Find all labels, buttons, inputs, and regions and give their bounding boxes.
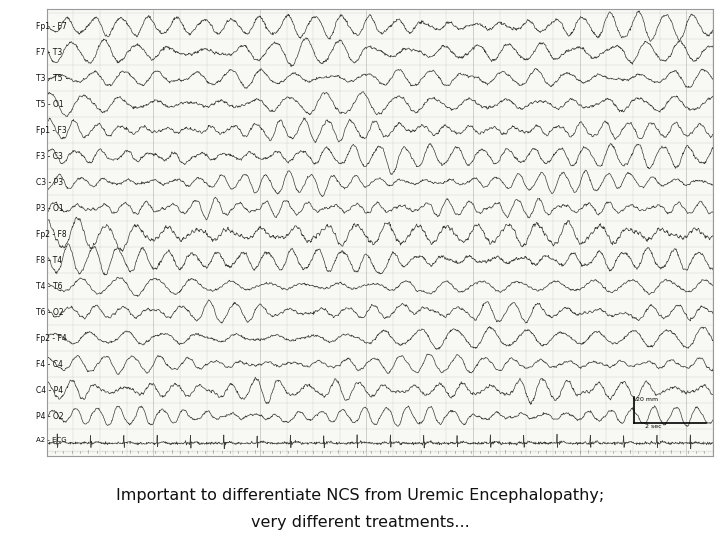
Text: Fp2 - F4: Fp2 - F4 — [37, 334, 67, 342]
Text: T3 - T5: T3 - T5 — [37, 73, 63, 83]
Text: T4 - T6: T4 - T6 — [37, 281, 63, 291]
Text: Fp2 - F8: Fp2 - F8 — [37, 230, 67, 239]
Text: Fp1 - F3: Fp1 - F3 — [37, 126, 67, 134]
Text: T5 - O1: T5 - O1 — [37, 99, 64, 109]
Text: A2 - ECG: A2 - ECG — [37, 437, 67, 443]
Text: very different treatments...: very different treatments... — [251, 515, 469, 530]
Text: Fp1 - F7: Fp1 - F7 — [37, 22, 67, 31]
Text: 2 sec: 2 sec — [644, 424, 661, 429]
Text: T6 - O2: T6 - O2 — [37, 307, 64, 316]
Text: P3 - O1: P3 - O1 — [37, 204, 64, 213]
Text: F3 - C3: F3 - C3 — [37, 152, 63, 160]
Text: F4 - C4: F4 - C4 — [37, 360, 63, 368]
Text: 20 mm: 20 mm — [636, 397, 658, 402]
Text: P4 - O2: P4 - O2 — [37, 411, 64, 421]
Text: C4 - P4: C4 - P4 — [37, 386, 63, 395]
Text: F8 - T4: F8 - T4 — [37, 255, 63, 265]
Text: F7 - T3: F7 - T3 — [37, 48, 63, 57]
Text: C3 - P3: C3 - P3 — [37, 178, 63, 186]
Text: Important to differentiate NCS from Uremic Encephalopathy;: Important to differentiate NCS from Urem… — [116, 488, 604, 503]
